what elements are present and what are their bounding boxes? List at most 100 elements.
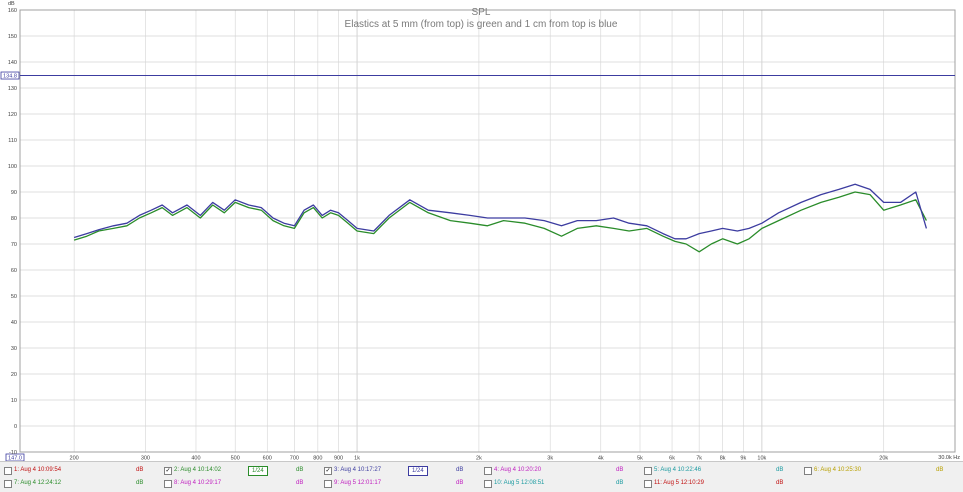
legend-label: 8: Aug 4 10:29:17 bbox=[174, 480, 222, 486]
smoothing-tag[interactable]: 1/24 bbox=[248, 466, 268, 476]
y-tick-label: 150 bbox=[8, 34, 17, 40]
y-tick-label: 30 bbox=[11, 346, 17, 352]
legend-unit: dB bbox=[776, 480, 784, 486]
measurement-checkbox[interactable] bbox=[324, 480, 332, 488]
x-tick-label: 7k bbox=[696, 456, 702, 462]
x-tick-label: 600 bbox=[263, 456, 272, 462]
legend-item: 9: Aug 5 12:01:17 dB bbox=[324, 477, 482, 490]
legend-label: 2: Aug 4 10:14:02 bbox=[174, 467, 222, 473]
x-tick-label: 9k bbox=[740, 456, 746, 462]
legend-label: 1: Aug 4 10:09:54 bbox=[14, 467, 62, 473]
legend-unit: dB bbox=[456, 480, 464, 486]
x-axis-unit-label: 30.0k Hz bbox=[938, 455, 960, 461]
grid-lines bbox=[20, 10, 955, 452]
legend-unit: dB bbox=[616, 467, 624, 473]
chart-title: SPL bbox=[472, 7, 491, 18]
measurement-checkbox[interactable] bbox=[484, 467, 492, 475]
y-tick-label: 0 bbox=[14, 424, 17, 430]
legend-label: 4: Aug 4 10:20:20 bbox=[494, 467, 542, 473]
x-tick-label: 800 bbox=[313, 456, 322, 462]
legend-item: 6: Aug 4 10:25:30 dB bbox=[804, 464, 962, 477]
legend-item: 5: Aug 4 10:22:46 dB bbox=[644, 464, 802, 477]
legend-item: ✓ 2: Aug 4 10:14:02 1/24 dB bbox=[164, 464, 322, 477]
x-tick-label: 300 bbox=[141, 456, 150, 462]
legend-label: 10: Aug 5 12:08:51 bbox=[494, 480, 545, 486]
level-marker[interactable]: 134.8 bbox=[0, 71, 955, 80]
y-tick-label: 50 bbox=[11, 294, 17, 300]
x-tick-label: 700 bbox=[290, 456, 299, 462]
legend-unit: dB bbox=[296, 480, 304, 486]
x-tick-label: 10k bbox=[757, 456, 766, 462]
y-tick-label: 80 bbox=[11, 216, 17, 222]
measurement-checkbox[interactable] bbox=[4, 480, 12, 488]
x-tick-label: 4k bbox=[598, 456, 604, 462]
y-tick-label: 90 bbox=[11, 190, 17, 196]
x-tick-label: 400 bbox=[191, 456, 200, 462]
x-tick-label: 8k bbox=[720, 456, 726, 462]
y-tick-label: 110 bbox=[8, 138, 17, 144]
y-tick-label: 60 bbox=[11, 268, 17, 274]
y-tick-label: -10 bbox=[9, 450, 17, 456]
legend-unit: dB bbox=[136, 467, 144, 473]
smoothing-tag[interactable]: 1/24 bbox=[408, 466, 428, 476]
x-tick-label: 2k bbox=[476, 456, 482, 462]
x-range-start-box[interactable] bbox=[5, 453, 25, 461]
y-tick-label: 120 bbox=[8, 112, 17, 118]
measurement-checkbox[interactable] bbox=[164, 480, 172, 488]
legend-unit: dB bbox=[616, 480, 624, 486]
y-tick-label: 20 bbox=[11, 372, 17, 378]
x-tick-label: 5k bbox=[637, 456, 643, 462]
measurement-legend-panel: 1: Aug 4 10:09:54 dB ✓ 2: Aug 4 10:14:02 1/2… bbox=[0, 461, 963, 492]
axis-ticks: 147.0 200 300 400 500 600 700 800 900 1k 2k 3k 4k 5k 6… bbox=[5, 8, 888, 462]
legend-unit: dB bbox=[776, 467, 784, 473]
legend-item: ✓ 3: Aug 4 10:17:27 1/24 dB bbox=[324, 464, 482, 477]
x-tick-label: 500 bbox=[231, 456, 240, 462]
legend-label: 5: Aug 4 10:22:46 bbox=[654, 467, 702, 473]
y-axis-unit-label: dB bbox=[8, 1, 15, 7]
legend-label: 11: Aug 5 12:10:29 bbox=[654, 480, 704, 486]
x-tick-label: 200 bbox=[70, 456, 79, 462]
y-tick-label: 10 bbox=[11, 398, 17, 404]
measurement-checkbox[interactable] bbox=[644, 480, 652, 488]
plot-frame bbox=[19, 9, 956, 453]
level-marker-box[interactable] bbox=[0, 71, 20, 80]
legend-item: 8: Aug 4 10:29:17 dB bbox=[164, 477, 322, 490]
measurement-checkbox[interactable]: ✓ bbox=[164, 467, 172, 475]
measurement-checkbox[interactable] bbox=[4, 467, 12, 475]
y-tick-label: 140 bbox=[8, 60, 17, 66]
x-tick-label: 3k bbox=[547, 456, 553, 462]
legend-unit: dB bbox=[456, 467, 464, 473]
legend-label: 6: Aug 4 10:25:30 bbox=[814, 467, 862, 473]
y-tick-label: 100 bbox=[8, 164, 17, 170]
x-tick-label: 147.0 bbox=[8, 456, 22, 462]
y-tick-label: 130 bbox=[8, 86, 17, 92]
chart-subtitle: Elastics at 5 mm (from top) is green and… bbox=[345, 19, 618, 30]
legend-item: 1: Aug 4 10:09:54 dB bbox=[4, 464, 162, 477]
data-series bbox=[73, 183, 928, 253]
x-tick-label: 1k bbox=[354, 456, 360, 462]
measurement-checkbox[interactable] bbox=[484, 480, 492, 488]
legend-unit: dB bbox=[936, 467, 944, 473]
x-tick-label: 900 bbox=[334, 456, 343, 462]
legend-item: 11: Aug 5 12:10:29 dB bbox=[644, 477, 802, 490]
legend-label: 9: Aug 5 12:01:17 bbox=[334, 480, 382, 486]
y-tick-label: 40 bbox=[11, 320, 17, 326]
series-line bbox=[73, 183, 928, 240]
spl-chart[interactable]: 147.0 200 300 400 500 600 700 800 900 1k 2k 3k 4k 5k 6… bbox=[0, 0, 963, 461]
measurement-checkbox[interactable] bbox=[804, 467, 812, 475]
x-tick-label: 6k bbox=[669, 456, 675, 462]
y-tick-label-top: 160 bbox=[8, 8, 17, 14]
legend-item: 7: Aug 4 12:24:12 dB bbox=[4, 477, 162, 490]
legend-unit: dB bbox=[136, 480, 144, 486]
y-tick-label: 70 bbox=[11, 242, 17, 248]
measurement-checkbox[interactable] bbox=[644, 467, 652, 475]
level-marker-label: 134.8 bbox=[3, 74, 17, 80]
legend-item: 4: Aug 4 10:20:20 dB bbox=[484, 464, 642, 477]
measurement-checkbox[interactable]: ✓ bbox=[324, 467, 332, 475]
legend-item: 10: Aug 5 12:08:51 dB bbox=[484, 477, 642, 490]
legend-label: 3: Aug 4 10:17:27 bbox=[334, 467, 382, 473]
legend-unit: dB bbox=[296, 467, 304, 473]
legend-label: 7: Aug 4 12:24:12 bbox=[14, 480, 62, 486]
x-tick-label: 20k bbox=[879, 456, 888, 462]
series-line bbox=[73, 191, 927, 253]
